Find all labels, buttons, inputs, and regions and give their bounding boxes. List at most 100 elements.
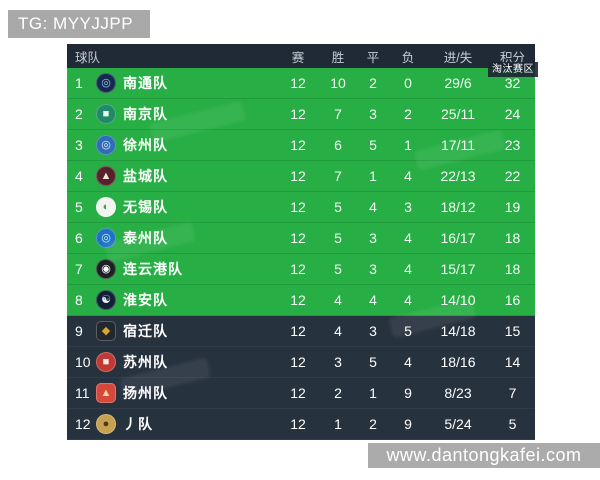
wins-cell: 10 — [330, 75, 346, 91]
draws-cell: 5 — [369, 137, 377, 153]
losses-cell: 0 — [404, 75, 412, 91]
table-row[interactable]: 4 ▲ 盐城队 12 7 1 4 22/13 22 — [67, 161, 535, 192]
rank-label: 10 — [75, 354, 91, 370]
played-cell: 12 — [290, 230, 306, 246]
table-row[interactable]: 8 ☯ 淮安队 12 4 4 4 14/10 16 — [67, 285, 535, 316]
played-cell: 12 — [290, 137, 306, 153]
wins-cell: 4 — [334, 292, 342, 308]
points-cell: 18 — [504, 230, 521, 246]
goals-cell: 8/23 — [444, 385, 472, 401]
team-cell: 11 ▲ 扬州队 — [67, 383, 276, 403]
team-logo-icon: ● — [96, 414, 116, 434]
header-played: 赛 — [291, 50, 305, 65]
table-row[interactable]: 11 ▲ 扬州队 12 2 1 9 8/23 7 — [67, 378, 535, 409]
header-team: 球队 — [75, 50, 101, 65]
team-logo-icon: ◉ — [96, 259, 116, 279]
team-logo-icon: ◐ — [96, 197, 116, 217]
rank-label: 12 — [75, 416, 91, 432]
table-body: 1 ◎ 南通队 12 10 2 0 29/6 32 2 ■ 南京队 12 7 3 2 25/11 24 3 ◎ 徐州队 1… — [67, 68, 535, 440]
rank-label: 11 — [75, 385, 90, 401]
team-cell: 9 ◆ 宿迁队 — [67, 321, 276, 341]
wins-cell: 6 — [334, 137, 342, 153]
wins-cell: 5 — [334, 261, 342, 277]
table-row[interactable]: 5 ◐ 无锡队 12 5 4 3 18/12 19 — [67, 192, 535, 223]
team-cell: 2 ■ 南京队 — [67, 104, 276, 124]
goals-cell: 16/17 — [440, 230, 476, 246]
draws-cell: 2 — [369, 75, 377, 91]
draws-cell: 4 — [369, 292, 377, 308]
table-row[interactable]: 12 ● 丿队 12 1 2 9 5/24 5 — [67, 409, 535, 440]
tg-channel-watermark: TG: MYYJJPP — [8, 10, 150, 38]
points-cell: 24 — [504, 106, 521, 122]
draws-cell: 3 — [369, 230, 377, 246]
team-cell: 10 ■ 苏州队 — [67, 352, 276, 372]
team-logo-icon: ▲ — [96, 383, 116, 403]
rank-label: 1 — [75, 75, 83, 91]
team-name: 泰州队 — [123, 230, 168, 246]
goals-cell: 14/10 — [440, 292, 476, 308]
rank-label: 9 — [75, 323, 83, 339]
team-cell: 6 ◎ 泰州队 — [67, 228, 276, 248]
draws-cell: 1 — [369, 168, 377, 184]
rank-label: 3 — [75, 137, 83, 153]
table-row[interactable]: 1 ◎ 南通队 12 10 2 0 29/6 32 — [67, 68, 535, 99]
losses-cell: 1 — [404, 137, 412, 153]
team-cell: 12 ● 丿队 — [67, 414, 276, 434]
draws-cell: 3 — [369, 261, 377, 277]
table-row[interactable]: 2 ■ 南京队 12 7 3 2 25/11 24 — [67, 99, 535, 130]
table-row[interactable]: 7 ◉ 连云港队 12 5 3 4 15/17 18 — [67, 254, 535, 285]
team-name: 徐州队 — [123, 137, 168, 153]
wins-cell: 7 — [334, 106, 342, 122]
table-row[interactable]: 6 ◎ 泰州队 12 5 3 4 16/17 18 — [67, 223, 535, 254]
draws-cell: 1 — [369, 385, 377, 401]
played-cell: 12 — [290, 261, 306, 277]
losses-cell: 3 — [404, 199, 412, 215]
played-cell: 12 — [290, 199, 306, 215]
table-row[interactable]: 9 ◆ 宿迁队 12 4 3 5 14/18 15 — [67, 316, 535, 347]
losses-cell: 4 — [404, 292, 412, 308]
rank-label: 7 — [75, 261, 83, 277]
draws-cell: 3 — [369, 106, 377, 122]
wins-cell: 2 — [334, 385, 342, 401]
goals-cell: 22/13 — [440, 168, 476, 184]
rank-label: 2 — [75, 106, 83, 122]
team-name: 丿队 — [123, 416, 153, 432]
losses-cell: 4 — [404, 354, 412, 370]
played-cell: 12 — [290, 106, 306, 122]
goals-cell: 15/17 — [440, 261, 476, 277]
header-goals: 进/失 — [443, 50, 473, 65]
team-cell: 8 ☯ 淮安队 — [67, 290, 276, 310]
wins-cell: 1 — [334, 416, 342, 432]
team-name: 南通队 — [123, 75, 168, 91]
losses-cell: 4 — [404, 168, 412, 184]
table-row[interactable]: 3 ◎ 徐州队 12 6 5 1 17/11 23 — [67, 130, 535, 161]
team-name: 扬州队 — [123, 385, 168, 401]
played-cell: 12 — [290, 385, 306, 401]
knockout-zone-badge: 淘汰赛区 — [488, 62, 538, 77]
goals-cell: 29/6 — [444, 75, 472, 91]
points-cell: 7 — [508, 385, 517, 401]
team-logo-icon: ◎ — [96, 228, 116, 248]
table-row[interactable]: 10 ■ 苏州队 12 3 5 4 18/16 14 — [67, 347, 535, 378]
wins-cell: 5 — [334, 230, 342, 246]
played-cell: 12 — [290, 416, 306, 432]
header-points: 积分 — [499, 50, 525, 65]
losses-cell: 4 — [404, 261, 412, 277]
standings-table: 球队 赛 胜 平 负 进/失 积分 1 ◎ 南通队 12 10 2 0 29/6 32 2 ■ 南京队… — [67, 44, 538, 440]
played-cell: 12 — [290, 168, 306, 184]
goals-cell: 25/11 — [441, 106, 475, 122]
points-cell: 15 — [504, 323, 521, 339]
goals-cell: 18/12 — [440, 199, 476, 215]
header-draws: 平 — [366, 50, 380, 65]
played-cell: 12 — [290, 75, 306, 91]
team-logo-icon: ▲ — [96, 166, 116, 186]
points-cell: 22 — [504, 168, 521, 184]
points-cell: 32 — [504, 75, 521, 91]
team-logo-icon: ◎ — [96, 135, 116, 155]
points-cell: 19 — [504, 199, 521, 215]
losses-cell: 5 — [404, 323, 412, 339]
rank-label: 5 — [75, 199, 83, 215]
losses-cell: 9 — [404, 385, 412, 401]
team-cell: 1 ◎ 南通队 — [67, 73, 276, 93]
